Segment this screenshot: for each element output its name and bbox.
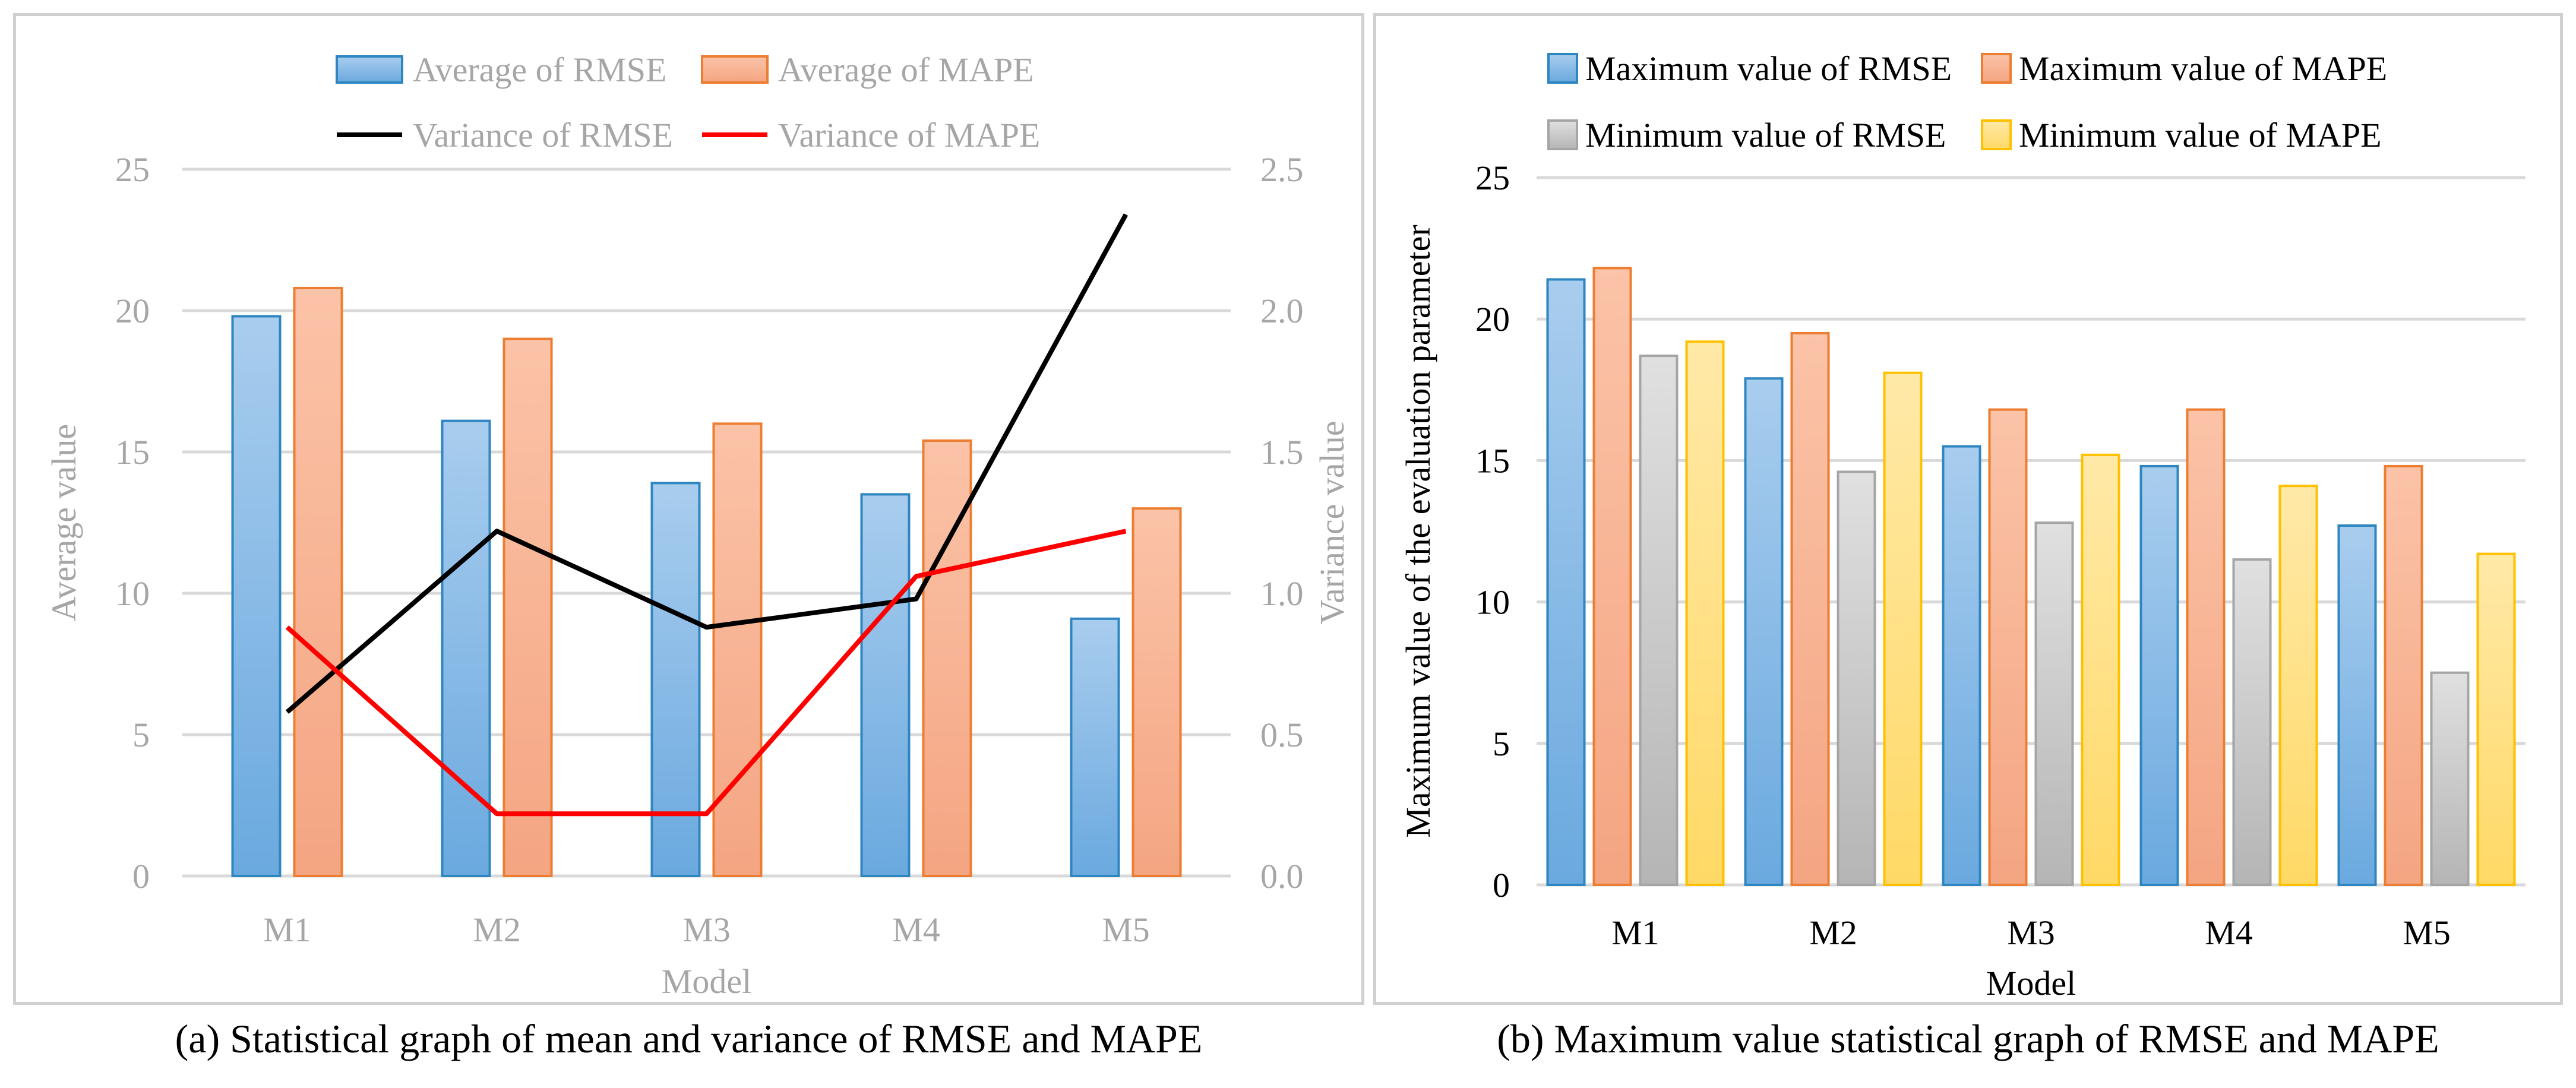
bar-min-mape [1685, 340, 1725, 886]
chart-b-panel: 0 5 10 15 20 25 M1 M2 M3 M4 M5 Model Maximum value o… [1373, 13, 2563, 1005]
chart-b-svg: 0 5 10 15 20 25 M1 M2 M3 M4 M5 Model Maximum value o… [1399, 49, 2526, 1002]
y-tick-label: 10 [115, 574, 150, 613]
x-tick-label: M1 [1611, 913, 1660, 952]
bar-average-mape [293, 286, 343, 878]
bar-max-rmse [1942, 445, 1981, 886]
bar-average-rmse [441, 419, 491, 877]
bar-max-rmse [2139, 464, 2179, 886]
bar-average-mape [1131, 507, 1182, 877]
y-tick-label: 5 [1493, 725, 1510, 763]
y-right-tick-label: 2.0 [1260, 292, 1304, 330]
bar-max-mape [2384, 464, 2423, 886]
y-tick-label: 15 [1475, 441, 1510, 480]
bar-average-mape [922, 439, 972, 877]
x-tick-label: M5 [2403, 913, 2451, 952]
bar-min-rmse [1639, 355, 1679, 886]
y-tick-label: 20 [115, 292, 150, 330]
bar-min-rmse [2232, 558, 2272, 886]
legend-label: Maximum value of RMSE [1585, 49, 1952, 88]
y-tick-label: 10 [1475, 583, 1510, 622]
caption-b: (b) Maximum value statistical graph of R… [1497, 1016, 2439, 1061]
legend-swatch [1547, 119, 1578, 150]
bar-min-rmse [2430, 671, 2470, 886]
legend-label: Average of RMSE [413, 50, 666, 89]
bar-max-rmse [1744, 377, 1784, 886]
line-variance-mape [285, 529, 1127, 817]
x-axis-title: Model [662, 962, 751, 1001]
bar-min-mape [2476, 552, 2516, 886]
bar-average-rmse [231, 315, 282, 877]
legend-swatch [1981, 119, 2012, 150]
bar-min-mape [1883, 371, 1923, 886]
legend-swatch [1981, 53, 2012, 84]
y-right-tick-label: 1.0 [1260, 574, 1304, 613]
x-tick-label: M4 [2205, 913, 2253, 952]
chart-a-panel: 0 5 10 15 20 25 0.0 0.5 1.0 1.5 2.0 2.5 M1 M2 M3 M4 M5 Mo… [13, 13, 1364, 1005]
bar-average-rmse [650, 482, 701, 877]
x-tick-label: M5 [1102, 910, 1150, 949]
bar-max-mape [1790, 332, 1830, 886]
chart-a-svg: 0 5 10 15 20 25 0.0 0.5 1.0 1.5 2.0 2.5 M1 M2 M3 M4 M5 Mo… [45, 50, 1351, 1001]
x-axis-title: Model [1986, 964, 2076, 1002]
legend-label: Variance of MAPE [778, 116, 1040, 154]
bar-average-mape [712, 422, 763, 877]
legend-label: Average of MAPE [778, 50, 1034, 89]
y-tick-label: 25 [1475, 159, 1510, 197]
y-tick-label: 5 [132, 716, 150, 754]
y-right-tick-label: 1.5 [1260, 433, 1304, 472]
y-tick-label: 0 [132, 857, 150, 896]
x-tick-label: M2 [473, 910, 521, 949]
y-axis-title: Average value [45, 424, 83, 621]
bar-max-mape [2186, 408, 2226, 886]
bar-max-mape [1592, 267, 1632, 886]
y-tick-label: 0 [1493, 866, 1510, 904]
bar-max-rmse [2337, 524, 2377, 886]
x-tick-label: M2 [1809, 913, 1857, 952]
y-axis-title: Maximum value of the evaluation paramete… [1399, 224, 1437, 837]
legend-label: Minimum value of RMSE [1585, 116, 1946, 154]
bar-min-rmse [2034, 521, 2074, 886]
y-tick-label: 25 [115, 150, 150, 189]
legend-label: Maximum value of MAPE [2019, 49, 2387, 88]
x-tick-label: M4 [892, 910, 940, 949]
y-right-tick-label: 2.5 [1260, 150, 1304, 189]
x-tick-label: M3 [2007, 913, 2055, 952]
bar-average-rmse [860, 493, 911, 877]
y-right-tick-label: 0.5 [1260, 716, 1304, 754]
y-right-axis-title: Variance value [1313, 421, 1351, 625]
legend-swatch [701, 55, 769, 84]
legend-swatch [1547, 53, 1578, 84]
y-tick-label: 15 [115, 433, 150, 472]
x-tick-label: M1 [263, 910, 311, 949]
line-variance-rmse [285, 213, 1129, 714]
bar-min-rmse [1837, 470, 1876, 886]
bar-max-rmse [1546, 278, 1586, 886]
caption-a: (a) Statistical graph of mean and varian… [175, 1016, 1203, 1061]
legend-label: Variance of RMSE [413, 116, 673, 154]
bar-min-mape [2278, 485, 2318, 886]
x-tick-label: M3 [682, 910, 731, 949]
y-right-tick-label: 0.0 [1260, 857, 1304, 896]
bar-max-mape [1988, 408, 2028, 886]
y-tick-label: 20 [1475, 300, 1510, 339]
legend-label: Minimum value of MAPE [2019, 116, 2382, 154]
bar-min-mape [2081, 453, 2120, 886]
bar-average-rmse [1070, 617, 1120, 878]
bar-average-mape [502, 337, 553, 877]
legend-swatch [336, 55, 403, 84]
